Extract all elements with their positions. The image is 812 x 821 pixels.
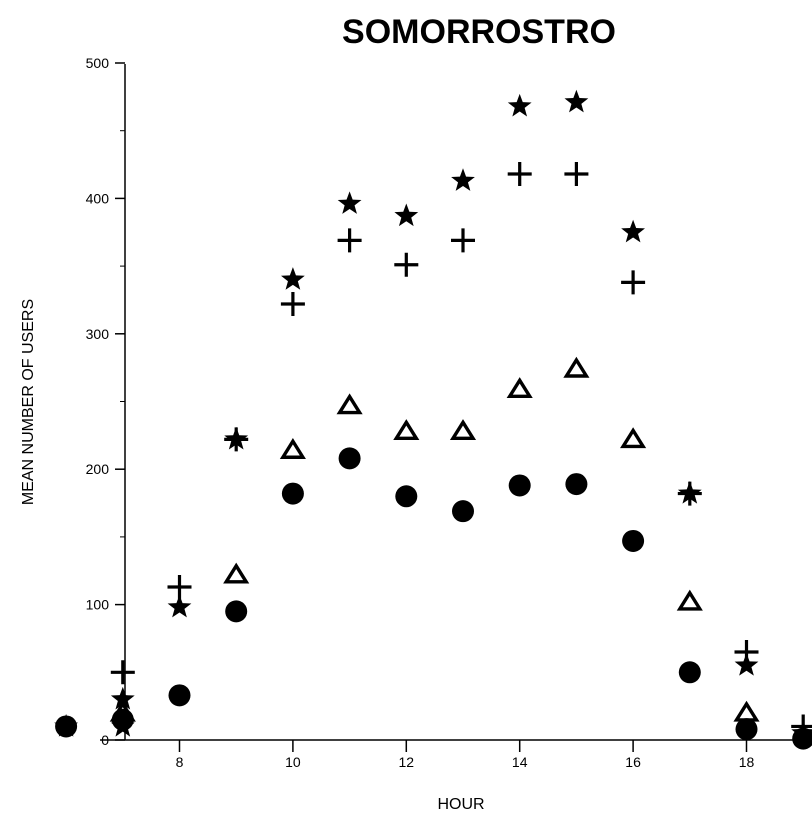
circle-marker	[55, 715, 78, 738]
x-axis-label: HOUR	[437, 796, 484, 813]
triangle-marker	[449, 419, 477, 440]
x-tick-label: 18	[739, 754, 755, 770]
star-marker	[564, 89, 589, 113]
star-marker	[110, 686, 135, 710]
y-tick-label: 400	[86, 190, 110, 206]
star-marker	[167, 594, 192, 618]
plus-marker	[167, 574, 192, 599]
x-tick-label: 12	[399, 754, 415, 770]
x-tick-label: 10	[285, 754, 301, 770]
triangle-marker	[336, 393, 363, 415]
circle-marker	[111, 708, 134, 731]
triangle-marker	[620, 427, 647, 449]
triangle-marker	[223, 562, 250, 584]
plus-marker	[280, 292, 305, 317]
star-marker	[394, 203, 419, 227]
star-marker	[734, 653, 759, 676]
x-ticks: 8 10 12 14 16 18	[176, 740, 755, 770]
triangle-marker	[279, 438, 306, 459]
circle-marker	[395, 485, 418, 508]
y-tick-label: 500	[86, 55, 110, 71]
plus-marker	[394, 252, 419, 277]
star-marker	[451, 168, 475, 191]
triangle-marker	[676, 589, 703, 611]
circle-marker	[281, 482, 304, 505]
plus-marker	[451, 228, 475, 253]
star-marker	[507, 93, 532, 117]
y-tick-label: 100	[86, 597, 110, 613]
plus-marker	[507, 162, 532, 187]
triangle-marker	[506, 377, 533, 399]
circle-marker	[168, 684, 191, 707]
circle-marker	[565, 473, 588, 496]
star-marker	[337, 191, 362, 214]
triangle-marker	[563, 356, 590, 378]
plus-marker	[224, 427, 249, 452]
circle-marker	[622, 529, 645, 552]
circle-marker	[225, 600, 248, 623]
x-tick-label: 16	[625, 754, 641, 770]
plus-marker	[110, 660, 135, 685]
triangle-marker	[393, 419, 420, 440]
plus-marker	[337, 228, 362, 253]
chart-title: SOMORROSTRO	[342, 13, 616, 51]
x-tick-label: 8	[176, 754, 184, 770]
star-marker	[621, 219, 645, 243]
triangle-marker	[733, 700, 760, 722]
y-tick-label: 0	[101, 732, 109, 748]
plus-marker	[621, 270, 646, 295]
circle-marker	[678, 661, 701, 684]
star-marker	[281, 267, 305, 290]
y-axis-label: MEAN NUMBER OF USERS	[20, 299, 37, 505]
data-marks	[54, 89, 812, 750]
plus-marker	[564, 162, 589, 187]
circle-marker	[508, 474, 531, 497]
y-ticks: 0 100 200 300 400 500	[86, 55, 125, 748]
plus-marker	[734, 639, 759, 664]
y-tick-label: 300	[86, 326, 110, 342]
circle-marker	[338, 447, 361, 470]
circle-marker	[452, 500, 474, 523]
circle-marker	[792, 727, 812, 750]
circle-marker	[735, 718, 758, 741]
y-tick-label: 200	[86, 461, 110, 477]
x-tick-label: 14	[512, 754, 528, 770]
axes	[100, 64, 812, 741]
plus-marker	[677, 481, 702, 506]
